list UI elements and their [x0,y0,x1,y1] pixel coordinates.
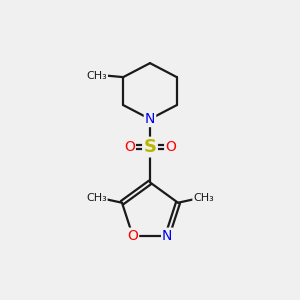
Text: CH₃: CH₃ [86,193,107,203]
Text: O: O [127,229,138,243]
Text: CH₃: CH₃ [86,71,107,81]
Text: N: N [162,229,172,243]
Text: CH₃: CH₃ [193,193,214,203]
Text: N: N [145,112,155,126]
Text: S: S [143,138,157,156]
Text: O: O [165,140,176,154]
Text: O: O [124,140,135,154]
